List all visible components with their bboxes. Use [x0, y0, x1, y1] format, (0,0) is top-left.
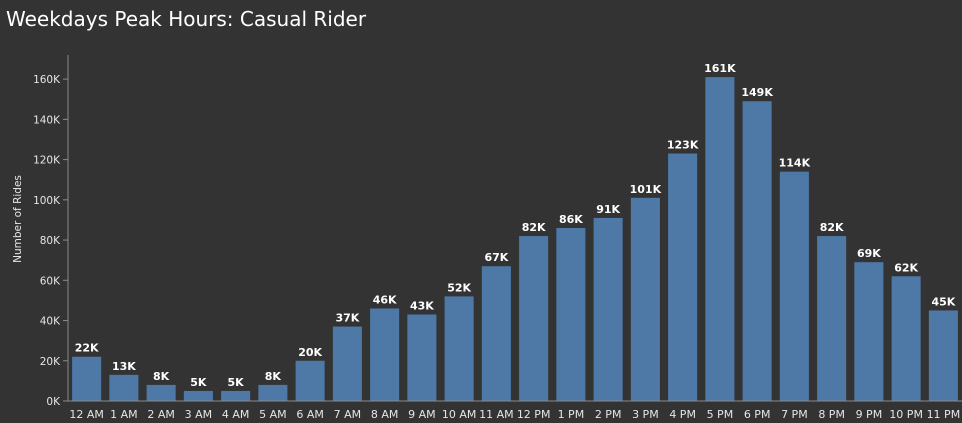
- x-tick-label: 5 AM: [259, 408, 287, 421]
- y-tick-label: 20K: [40, 356, 61, 368]
- data-label: 5K: [228, 376, 245, 389]
- x-tick-label: 4 AM: [222, 408, 250, 421]
- bar-9-am[interactable]: [407, 314, 437, 401]
- data-label: 20K: [298, 346, 322, 359]
- x-tick-label: 2 PM: [595, 408, 622, 421]
- bar-11-am[interactable]: [481, 266, 511, 401]
- data-label: 43K: [410, 299, 434, 312]
- y-tick-label: 60K: [40, 275, 61, 287]
- bars-group: 22K 13K 8K 5K 5K 8K 20K 37K 46K 43K 52K 67K 82K 86K 91…: [72, 62, 958, 401]
- bar-2-am[interactable]: [146, 384, 176, 401]
- data-label: 13K: [112, 360, 136, 373]
- data-label: 161K: [704, 62, 736, 75]
- bar-5-pm[interactable]: [705, 77, 735, 401]
- bar-2-pm[interactable]: [593, 217, 623, 401]
- bar-10-am[interactable]: [444, 296, 474, 401]
- bar-6-pm[interactable]: [742, 101, 772, 401]
- chart-title: Weekdays Peak Hours: Casual Rider: [6, 7, 367, 31]
- x-tick-label: 9 PM: [856, 408, 883, 421]
- x-tick-label: 3 PM: [632, 408, 659, 421]
- data-label: 22K: [75, 342, 99, 355]
- x-tick-label: 12 PM: [517, 408, 551, 421]
- x-tick-label: 8 AM: [371, 408, 399, 421]
- y-tick-label: 120K: [33, 155, 61, 167]
- data-label: 149K: [741, 86, 773, 99]
- bar-12-am[interactable]: [72, 356, 102, 401]
- data-label: 37K: [335, 312, 359, 325]
- y-tick-label: 160K: [33, 74, 61, 86]
- bar-7-am[interactable]: [332, 326, 362, 401]
- bar-12-pm[interactable]: [519, 236, 549, 401]
- data-label: 45K: [931, 295, 955, 308]
- data-label: 123K: [667, 139, 699, 152]
- y-tick-label: 40K: [40, 316, 61, 328]
- bar-1-am[interactable]: [109, 374, 139, 401]
- x-tick-label: 7 PM: [781, 408, 808, 421]
- y-tick-label: 140K: [33, 114, 61, 126]
- bar-6-am[interactable]: [295, 360, 325, 401]
- y-tick-label: 0K: [46, 396, 61, 408]
- data-label: 86K: [559, 213, 583, 226]
- x-tick-label: 11 AM: [479, 408, 514, 421]
- x-tick-label: 11 PM: [927, 408, 961, 421]
- y-axis: 0K 20K 40K 60K 80K 100K 120K 140K 160K: [33, 55, 69, 408]
- data-label: 62K: [894, 261, 918, 274]
- bar-4-am[interactable]: [221, 390, 251, 401]
- data-label: 8K: [265, 370, 282, 383]
- x-tick-label: 5 PM: [707, 408, 734, 421]
- bar-4-pm[interactable]: [668, 153, 698, 401]
- bar-10-pm[interactable]: [891, 276, 921, 401]
- bar-8-pm[interactable]: [817, 236, 847, 401]
- y-tick-label: 80K: [40, 235, 61, 247]
- data-label: 91K: [596, 203, 620, 216]
- data-label: 52K: [447, 281, 471, 294]
- data-label: 8K: [153, 370, 170, 383]
- x-tick-label: 6 AM: [296, 408, 324, 421]
- x-tick-label: 12 AM: [69, 408, 104, 421]
- x-tick-label: 7 AM: [334, 408, 362, 421]
- data-label: 82K: [522, 221, 546, 234]
- x-tick-label: 10 PM: [889, 408, 923, 421]
- bar-3-pm[interactable]: [630, 197, 660, 401]
- x-tick-label: 9 AM: [408, 408, 436, 421]
- data-label: 67K: [484, 251, 508, 264]
- x-tick-label: 2 AM: [147, 408, 175, 421]
- x-tick-label: 8 PM: [818, 408, 845, 421]
- data-label: 69K: [857, 247, 881, 260]
- bar-3-am[interactable]: [183, 390, 213, 401]
- x-axis: 12 AM 1 AM 2 AM 3 AM 4 AM 5 AM 6 AM 7 AM 8 AM 9 A…: [68, 400, 962, 421]
- data-label: 114K: [779, 157, 811, 170]
- bar-8-am[interactable]: [370, 308, 400, 401]
- data-label: 82K: [820, 221, 844, 234]
- bar-9-pm[interactable]: [854, 262, 884, 401]
- bar-11-pm[interactable]: [928, 310, 958, 401]
- x-tick-label: 1 AM: [110, 408, 138, 421]
- bar-1-pm[interactable]: [556, 227, 586, 401]
- x-tick-label: 6 PM: [744, 408, 771, 421]
- y-tick-label: 100K: [33, 195, 61, 207]
- x-tick-label: 4 PM: [669, 408, 696, 421]
- bar-5-am[interactable]: [258, 384, 288, 401]
- data-label: 5K: [190, 376, 207, 389]
- x-tick-label: 1 PM: [558, 408, 585, 421]
- x-tick-label: 10 AM: [442, 408, 477, 421]
- y-axis-title: Number of Rides: [12, 175, 24, 263]
- data-label: 46K: [373, 293, 397, 306]
- data-label: 101K: [630, 183, 662, 196]
- bar-7-pm[interactable]: [779, 171, 809, 401]
- x-tick-label: 3 AM: [185, 408, 213, 421]
